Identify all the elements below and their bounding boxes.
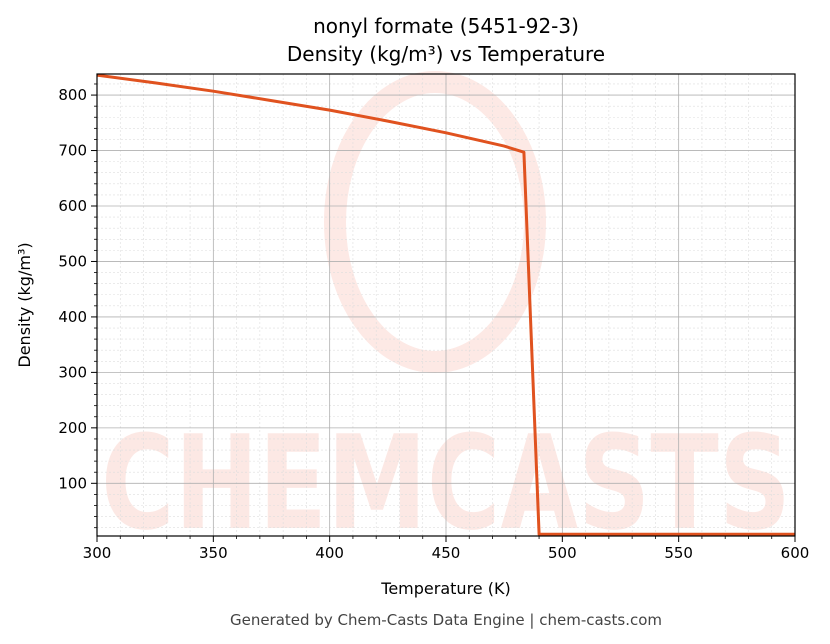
chart-subtitle: Density (kg/m³) vs Temperature xyxy=(287,42,605,66)
x-tick-label: 350 xyxy=(199,544,228,562)
x-tick-label: 300 xyxy=(83,544,112,562)
y-tick-label: 500 xyxy=(58,252,87,270)
x-tick-label: 450 xyxy=(432,544,461,562)
y-tick-label: 300 xyxy=(58,363,87,381)
y-tick-label: 600 xyxy=(58,197,87,215)
x-tick-label: 500 xyxy=(548,544,577,562)
y-tick-label: 400 xyxy=(58,308,87,326)
y-tick-label: 200 xyxy=(58,419,87,437)
x-tick-label: 600 xyxy=(781,544,810,562)
chart-title: nonyl formate (5451-92-3) xyxy=(313,14,579,38)
density-line xyxy=(96,73,795,536)
y-tick-label: 800 xyxy=(58,86,87,104)
x-tick-label: 400 xyxy=(315,544,344,562)
y-tick-label: 100 xyxy=(58,474,87,492)
x-axis-label: Temperature (K) xyxy=(380,579,510,598)
y-axis-label: Density (kg/m³) xyxy=(15,242,34,367)
footer-credit: Generated by Chem-Casts Data Engine | ch… xyxy=(230,611,662,629)
y-tick-label: 700 xyxy=(58,142,87,160)
x-tick-label: 550 xyxy=(664,544,693,562)
